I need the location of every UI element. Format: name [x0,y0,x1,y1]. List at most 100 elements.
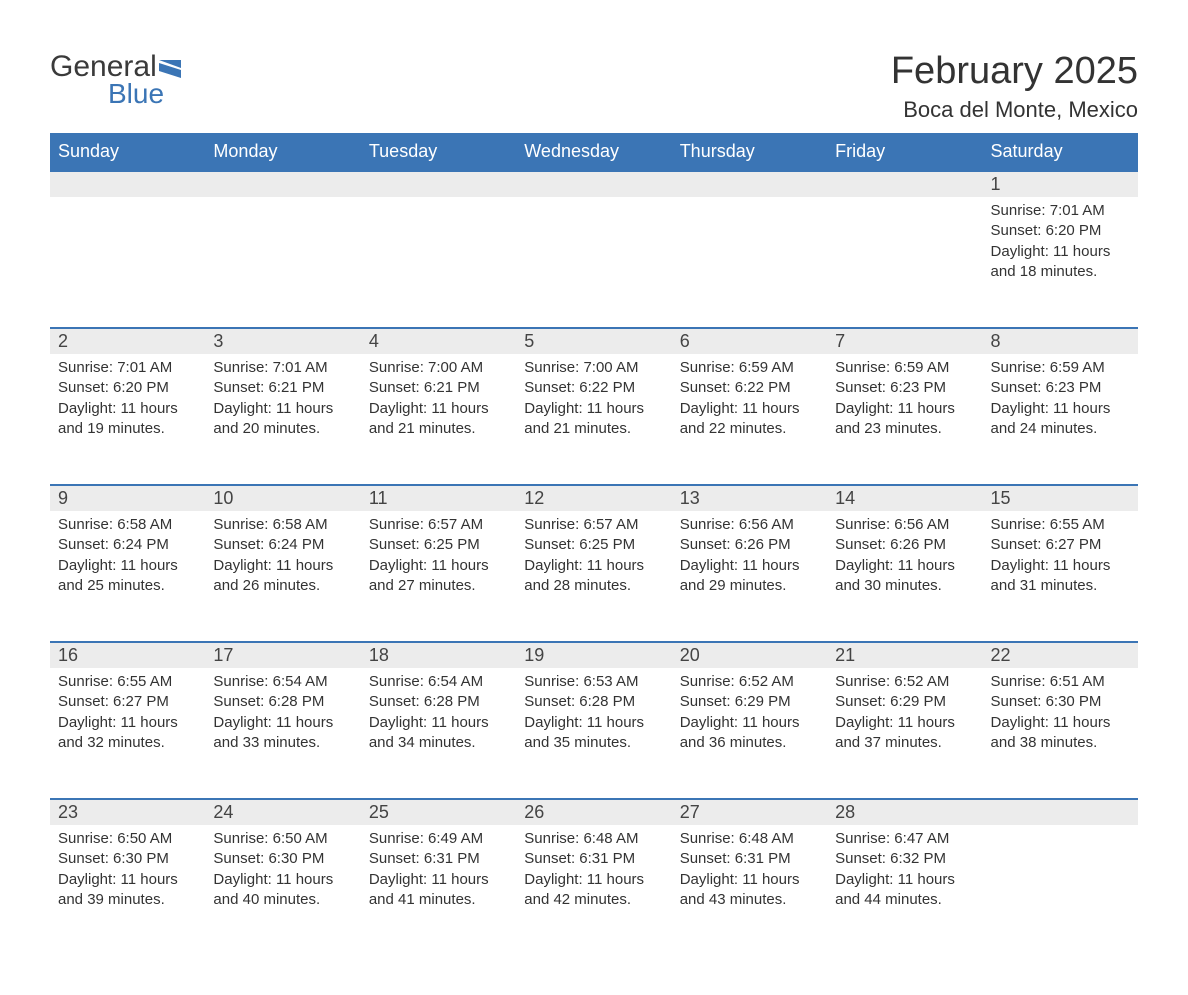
day-content: Sunrise: 6:58 AMSunset: 6:24 PMDaylight:… [50,511,205,614]
day-cell: Sunrise: 6:57 AMSunset: 6:25 PMDaylight:… [516,511,671,642]
day-number: 25 [361,800,516,825]
weekday-header: Thursday [672,133,827,171]
day-content: Sunrise: 6:54 AMSunset: 6:28 PMDaylight:… [361,668,516,771]
day-number-cell: 24 [205,799,360,825]
weekday-header: Monday [205,133,360,171]
day-content: Sunrise: 6:56 AMSunset: 6:26 PMDaylight:… [827,511,982,614]
day-cell: Sunrise: 6:53 AMSunset: 6:28 PMDaylight:… [516,668,671,799]
day-cell: Sunrise: 6:56 AMSunset: 6:26 PMDaylight:… [672,511,827,642]
day-content-row: Sunrise: 7:01 AMSunset: 6:20 PMDaylight:… [50,197,1138,328]
day-number: 10 [205,486,360,511]
logo: General Blue [50,50,181,110]
day-cell: Sunrise: 6:54 AMSunset: 6:28 PMDaylight:… [361,668,516,799]
day-content: Sunrise: 6:57 AMSunset: 6:25 PMDaylight:… [361,511,516,614]
day-number-row: 2345678 [50,328,1138,354]
day-content: Sunrise: 6:55 AMSunset: 6:27 PMDaylight:… [983,511,1138,614]
day-cell: Sunrise: 6:49 AMSunset: 6:31 PMDaylight:… [361,825,516,955]
day-cell: Sunrise: 6:48 AMSunset: 6:31 PMDaylight:… [516,825,671,955]
day-cell [983,825,1138,955]
day-number-cell: 4 [361,328,516,354]
day-number-cell: 2 [50,328,205,354]
weekday-header-row: SundayMondayTuesdayWednesdayThursdayFrid… [50,133,1138,171]
day-cell: Sunrise: 6:55 AMSunset: 6:27 PMDaylight:… [50,668,205,799]
day-number: 19 [516,643,671,668]
day-number: 18 [361,643,516,668]
day-number: 14 [827,486,982,511]
day-cell: Sunrise: 6:52 AMSunset: 6:29 PMDaylight:… [827,668,982,799]
day-number [672,172,827,176]
day-number [516,172,671,176]
day-number: 5 [516,329,671,354]
day-cell: Sunrise: 7:00 AMSunset: 6:21 PMDaylight:… [361,354,516,485]
day-content: Sunrise: 6:49 AMSunset: 6:31 PMDaylight:… [361,825,516,928]
day-content-row: Sunrise: 6:55 AMSunset: 6:27 PMDaylight:… [50,668,1138,799]
day-number [361,172,516,176]
day-content: Sunrise: 6:47 AMSunset: 6:32 PMDaylight:… [827,825,982,928]
day-number: 28 [827,800,982,825]
day-number: 22 [983,643,1138,668]
day-number: 26 [516,800,671,825]
weekday-header: Friday [827,133,982,171]
day-cell: Sunrise: 7:00 AMSunset: 6:22 PMDaylight:… [516,354,671,485]
day-cell: Sunrise: 6:54 AMSunset: 6:28 PMDaylight:… [205,668,360,799]
day-number-row: 1 [50,171,1138,197]
day-cell: Sunrise: 7:01 AMSunset: 6:21 PMDaylight:… [205,354,360,485]
day-content: Sunrise: 6:53 AMSunset: 6:28 PMDaylight:… [516,668,671,771]
day-content: Sunrise: 6:58 AMSunset: 6:24 PMDaylight:… [205,511,360,614]
day-content: Sunrise: 6:48 AMSunset: 6:31 PMDaylight:… [672,825,827,928]
day-cell [205,197,360,328]
day-number-cell: 11 [361,485,516,511]
day-content: Sunrise: 6:56 AMSunset: 6:26 PMDaylight:… [672,511,827,614]
day-number-cell: 14 [827,485,982,511]
day-number-cell [672,171,827,197]
day-number-row: 16171819202122 [50,642,1138,668]
day-number-cell [827,171,982,197]
day-number: 24 [205,800,360,825]
day-number: 13 [672,486,827,511]
day-content-row: Sunrise: 6:58 AMSunset: 6:24 PMDaylight:… [50,511,1138,642]
day-cell: Sunrise: 6:48 AMSunset: 6:31 PMDaylight:… [672,825,827,955]
day-number-cell: 28 [827,799,982,825]
day-number: 16 [50,643,205,668]
day-number-cell: 22 [983,642,1138,668]
day-cell: Sunrise: 7:01 AMSunset: 6:20 PMDaylight:… [50,354,205,485]
day-number: 27 [672,800,827,825]
day-number-cell: 16 [50,642,205,668]
day-number-cell: 21 [827,642,982,668]
day-number-cell [983,799,1138,825]
day-cell: Sunrise: 6:56 AMSunset: 6:26 PMDaylight:… [827,511,982,642]
day-content: Sunrise: 7:01 AMSunset: 6:20 PMDaylight:… [983,197,1138,300]
day-number: 2 [50,329,205,354]
logo-flag-icon [159,60,181,78]
day-cell [516,197,671,328]
day-number-cell: 12 [516,485,671,511]
day-number-cell: 6 [672,328,827,354]
day-number: 17 [205,643,360,668]
day-cell: Sunrise: 6:52 AMSunset: 6:29 PMDaylight:… [672,668,827,799]
day-cell: Sunrise: 6:47 AMSunset: 6:32 PMDaylight:… [827,825,982,955]
day-content: Sunrise: 6:57 AMSunset: 6:25 PMDaylight:… [516,511,671,614]
day-number [205,172,360,176]
day-number: 15 [983,486,1138,511]
day-content: Sunrise: 6:50 AMSunset: 6:30 PMDaylight:… [50,825,205,928]
day-number-cell: 3 [205,328,360,354]
day-number: 12 [516,486,671,511]
day-number-cell: 1 [983,171,1138,197]
day-number-cell: 19 [516,642,671,668]
day-number: 20 [672,643,827,668]
day-number: 11 [361,486,516,511]
day-number-cell: 9 [50,485,205,511]
day-content: Sunrise: 6:48 AMSunset: 6:31 PMDaylight:… [516,825,671,928]
location: Boca del Monte, Mexico [891,97,1138,123]
day-number: 7 [827,329,982,354]
day-content-row: Sunrise: 7:01 AMSunset: 6:20 PMDaylight:… [50,354,1138,485]
day-number: 9 [50,486,205,511]
day-cell: Sunrise: 6:57 AMSunset: 6:25 PMDaylight:… [361,511,516,642]
weekday-header: Saturday [983,133,1138,171]
day-number-cell: 15 [983,485,1138,511]
day-number-cell: 17 [205,642,360,668]
day-number-cell: 10 [205,485,360,511]
day-cell: Sunrise: 6:58 AMSunset: 6:24 PMDaylight:… [205,511,360,642]
day-cell: Sunrise: 6:50 AMSunset: 6:30 PMDaylight:… [205,825,360,955]
day-number-cell: 23 [50,799,205,825]
